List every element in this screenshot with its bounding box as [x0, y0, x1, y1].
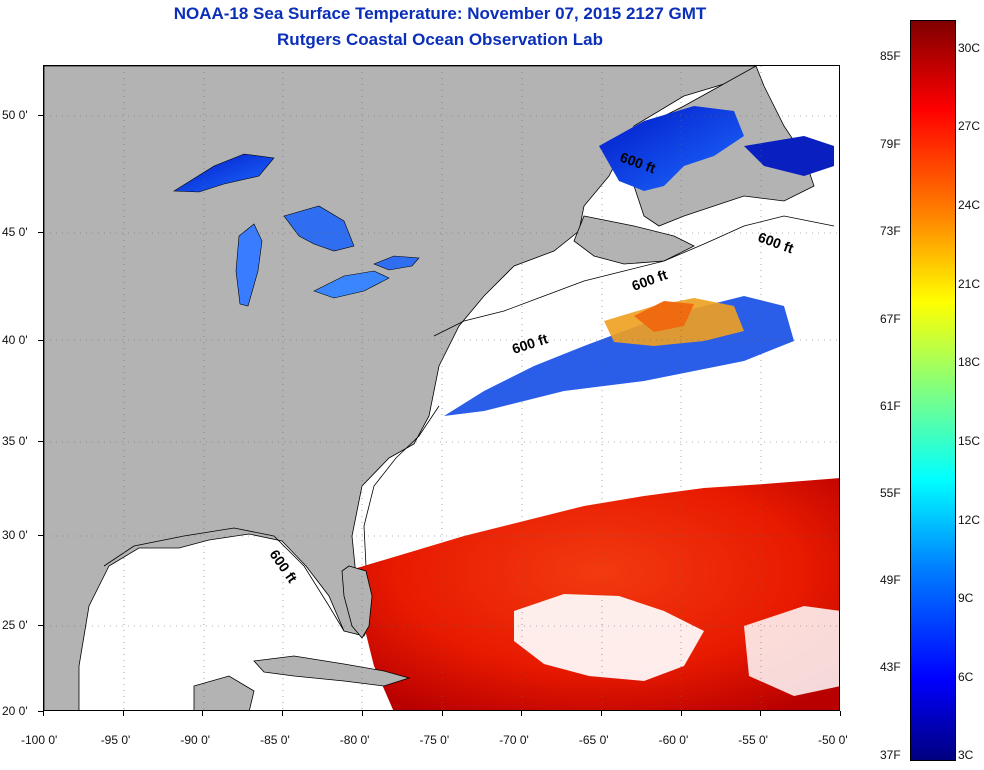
south-warm-sst	[357, 478, 839, 710]
x-tick-mark	[600, 711, 602, 716]
temperature-colorbar	[910, 20, 956, 761]
y-tick-label: 50 0'	[2, 108, 28, 122]
sst-map: 600 ft 600 ft 600 ft 600 ft 600 ft	[43, 65, 840, 711]
y-tick-mark	[38, 441, 43, 442]
contour-600ft-southeast	[363, 405, 440, 567]
x-tick-label: -75 0'	[419, 733, 450, 747]
map-title: NOAA-18 Sea Surface Temperature: Novembe…	[173, 4, 707, 23]
x-tick-mark	[43, 711, 44, 716]
x-tick-mark	[361, 711, 363, 716]
gulf-st-lawrence-sst	[599, 106, 744, 191]
colorbar-c-label: 24C	[958, 198, 981, 212]
land-yucatan	[193, 675, 255, 710]
x-tick-label: -55 0'	[738, 733, 768, 747]
y-tick-label: 35 0'	[2, 434, 28, 448]
x-tick-label: -90 0'	[180, 733, 211, 747]
y-tick-mark	[38, 232, 43, 233]
x-tick-label: -50 0'	[818, 733, 848, 747]
lake-ontario	[373, 255, 420, 271]
colorbar-c-label: 9C	[958, 591, 974, 605]
x-tick-label: -100 0'	[21, 733, 58, 747]
y-tick-mark	[38, 535, 43, 536]
y-tick-mark	[38, 115, 43, 116]
newfoundland-east-sst	[744, 136, 834, 176]
x-tick-label: -85 0'	[260, 733, 290, 747]
x-tick-label: -65 0'	[578, 733, 609, 747]
colorbar-c-label: 3C	[958, 748, 974, 762]
cloud-cover-caribbean	[514, 594, 704, 681]
y-tick-mark	[38, 711, 43, 712]
x-tick-label: -80 0'	[339, 733, 370, 747]
colorbar-c-label: 27C	[958, 119, 981, 133]
land-cuba	[253, 655, 411, 687]
y-tick-mark	[38, 625, 43, 626]
x-tick-mark	[760, 711, 762, 716]
x-tick-mark	[282, 711, 284, 716]
y-tick-label: 20 0'	[2, 704, 28, 718]
map-subtitle: Rutgers Coastal Ocean Observation Lab	[277, 30, 603, 49]
y-tick-label: 40 0'	[2, 333, 28, 347]
lake-huron	[283, 205, 355, 252]
y-tick-label: 30 0'	[2, 528, 28, 542]
colorbar-c-label: 15C	[958, 434, 981, 448]
colorbar-c-label: 6C	[958, 670, 974, 684]
x-tick-label: -70 0'	[499, 733, 529, 747]
y-tick-mark	[38, 340, 43, 341]
lake-erie	[313, 270, 390, 299]
lake-michigan	[235, 223, 263, 307]
colorbar-c-label: 12C	[958, 513, 981, 527]
colorbar-c-label: 21C	[958, 277, 981, 291]
contour-600ft-north	[433, 215, 835, 337]
colorbar-gradient	[910, 20, 956, 761]
x-tick-mark	[202, 711, 204, 716]
y-tick-label: 25 0'	[2, 618, 28, 632]
land-florida	[341, 565, 373, 639]
contour-600ft-gulf	[103, 527, 345, 632]
gulfstream-patch	[634, 301, 694, 332]
sst-map-canvas: 600 ft 600 ft 600 ft 600 ft 600 ft	[44, 66, 839, 710]
colorbar-c-label: 18C	[958, 355, 981, 369]
map-gridlines	[44, 66, 839, 710]
x-tick-mark	[122, 711, 124, 716]
x-tick-mark	[680, 711, 682, 716]
y-tick-label: 45 0'	[2, 225, 28, 239]
lake-superior	[173, 153, 275, 193]
colorbar-c-label: 30C	[958, 41, 981, 55]
x-tick-mark	[840, 711, 841, 716]
x-tick-mark	[441, 711, 443, 716]
x-tick-label: -60 0'	[658, 733, 689, 747]
x-tick-label: -95 0'	[100, 733, 131, 747]
land-north-america	[44, 66, 757, 710]
cloud-cover-east	[744, 606, 839, 696]
x-tick-mark	[521, 711, 523, 716]
